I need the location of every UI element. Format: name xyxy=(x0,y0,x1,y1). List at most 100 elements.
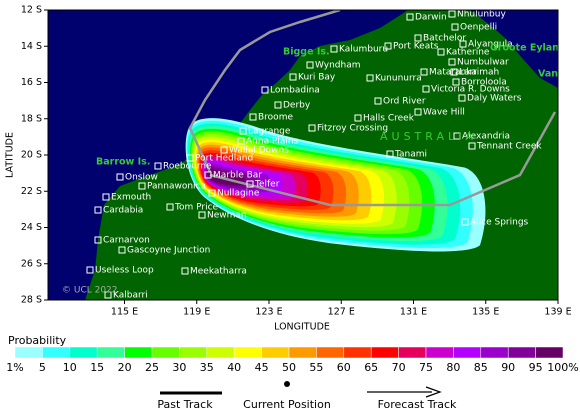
place-label: Port Keats xyxy=(393,42,439,52)
place-marker xyxy=(261,86,269,94)
place-marker xyxy=(249,113,257,121)
island-label: Groote Eylandt xyxy=(490,43,571,54)
colorbar-label: 65 xyxy=(364,361,378,374)
place-marker xyxy=(208,189,216,197)
place-label: Carnarvon xyxy=(103,236,150,246)
place-label: Gascoyne Junction xyxy=(127,246,210,256)
place-marker xyxy=(154,162,162,170)
x-tick-label: 139 E xyxy=(544,307,571,318)
place-label: Anna Plains xyxy=(246,137,299,147)
colorbar-label: 25 xyxy=(145,361,159,374)
colorbar-label: 55 xyxy=(309,361,323,374)
colorbar-label: 50 xyxy=(282,361,296,374)
colorbar-box xyxy=(233,346,262,359)
y-tick-label: 20 S xyxy=(21,150,42,161)
island-label: Bigge Is. xyxy=(283,47,330,58)
place-label: Newman xyxy=(207,211,247,221)
colorbar-box xyxy=(96,346,125,359)
y-tick-label: 12 S xyxy=(21,5,42,16)
colorbar-label: 15 xyxy=(90,361,104,374)
place-marker xyxy=(448,58,456,66)
place-label: Exmouth xyxy=(111,193,151,203)
place-label: Kuri Bay xyxy=(298,73,336,83)
place-label: Alyangula xyxy=(468,40,513,50)
place-label: Broome xyxy=(258,113,293,123)
y-tick-label: 22 S xyxy=(21,186,42,197)
colorbar-label: 100% xyxy=(547,361,578,374)
colorbar-box xyxy=(316,346,345,359)
colorbar-label: 30 xyxy=(172,361,186,374)
place-label: Tanami xyxy=(394,150,427,160)
place-marker xyxy=(118,246,126,254)
place-label: Pannawonica xyxy=(147,182,206,192)
place-label: Nhulunbuy xyxy=(457,10,506,20)
colorbar-box xyxy=(288,346,317,359)
place-marker xyxy=(406,13,414,21)
colorbar-label: 5 xyxy=(39,361,46,374)
place-label: Wyndham xyxy=(315,61,360,71)
place-marker xyxy=(450,68,458,76)
place-label: Wallal Downs xyxy=(229,146,289,156)
place-marker xyxy=(198,211,206,219)
place-label: Tom Price xyxy=(174,203,219,213)
legend-label: Current Position xyxy=(243,398,331,411)
place-marker xyxy=(414,34,422,42)
colorbar-box xyxy=(42,346,71,359)
colorbar-box xyxy=(480,346,509,359)
place-label: Numbulwar xyxy=(457,58,509,68)
place-label: Borroloola xyxy=(461,78,507,88)
colorbar-label: 35 xyxy=(200,361,214,374)
y-axis-label: LATITUDE xyxy=(5,132,16,178)
place-marker xyxy=(422,85,430,93)
colorbar-label: 10 xyxy=(63,361,77,374)
place-label: Batchelor xyxy=(423,34,466,44)
colorbar-label: 75 xyxy=(419,361,433,374)
place-label: Meekatharra xyxy=(190,267,247,277)
y-tick-label: 28 S xyxy=(21,295,42,306)
place-marker xyxy=(138,182,146,190)
colorbar-label: 80 xyxy=(446,361,460,374)
place-label: Lombadina xyxy=(270,86,320,96)
place-marker xyxy=(166,203,174,211)
copyright: © UCL 2022 xyxy=(62,286,118,296)
colorbar-label: 95 xyxy=(529,361,543,374)
place-marker xyxy=(237,137,245,145)
place-marker xyxy=(452,78,460,86)
x-axis-label: LONGITUDE xyxy=(274,322,330,333)
region-label: AUSTRALIA xyxy=(380,130,477,143)
place-label: Kalbarri xyxy=(113,291,148,301)
x-tick-label: 123 E xyxy=(255,307,282,318)
place-label: Telfer xyxy=(254,180,280,190)
colorbar-label: 40 xyxy=(227,361,241,374)
place-marker xyxy=(354,114,362,122)
place-marker xyxy=(384,42,392,50)
place-marker xyxy=(204,171,212,179)
legend-label: Forecast Track xyxy=(378,398,457,411)
place-label: Wave Hill xyxy=(423,108,465,118)
place-marker xyxy=(459,40,467,48)
place-label: Port Hedland xyxy=(195,154,253,164)
place-marker xyxy=(437,48,445,56)
colorbar-box xyxy=(151,346,180,359)
place-marker xyxy=(94,236,102,244)
place-marker xyxy=(274,101,282,109)
colorbar-box xyxy=(261,346,290,359)
place-label: Darwin xyxy=(415,13,447,23)
forecast-track xyxy=(209,111,557,207)
place-marker xyxy=(366,74,374,82)
place-marker xyxy=(104,291,112,299)
place-label: Alexandria xyxy=(462,132,510,142)
x-tick-label: 115 E xyxy=(111,307,138,318)
colorbar-box xyxy=(535,346,564,359)
place-marker xyxy=(220,146,228,154)
place-label: Onslow xyxy=(125,173,158,183)
place-marker xyxy=(246,180,254,188)
place-marker xyxy=(306,61,314,69)
colorbar-box xyxy=(425,346,454,359)
place-label: Kalumburu xyxy=(339,45,388,55)
place-label: Mataranka xyxy=(429,68,477,78)
place-marker xyxy=(186,154,194,162)
colorbar-box xyxy=(453,346,482,359)
place-label: Larrimah xyxy=(459,68,499,78)
place-label: Useless Loop xyxy=(95,266,154,276)
